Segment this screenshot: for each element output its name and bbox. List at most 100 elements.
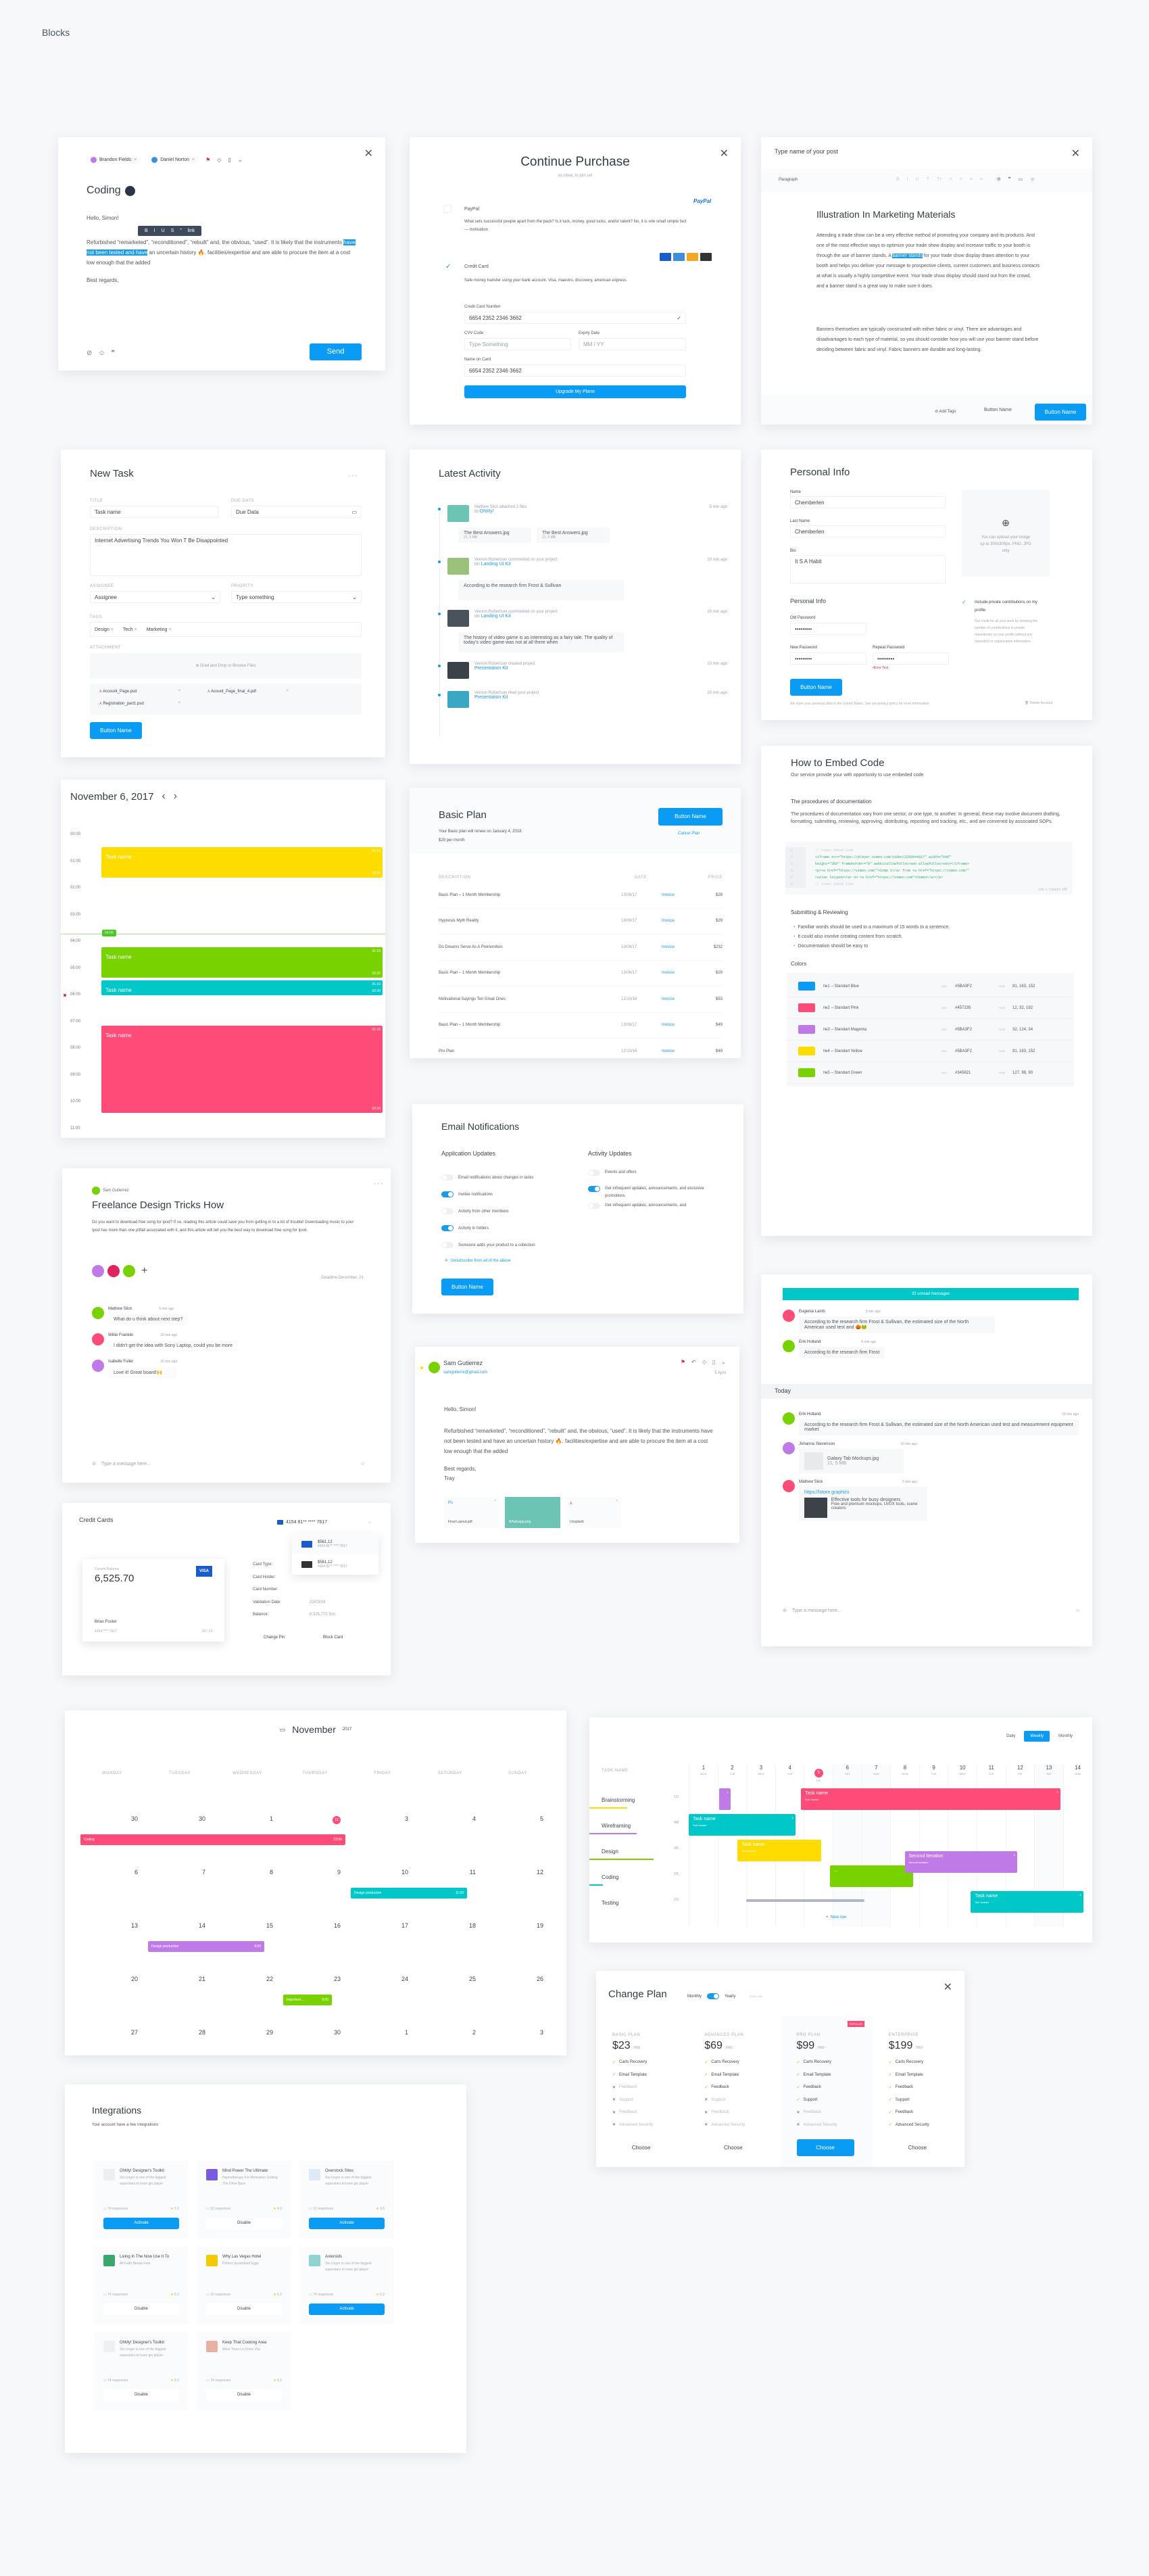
project-link[interactable]: Presentation Kit [474, 695, 508, 700]
toggle[interactable] [441, 1208, 454, 1214]
gantt-row-label[interactable]: Wireframing 4/8 [589, 1813, 684, 1838]
invoice-link[interactable]: Invoice [662, 997, 675, 1001]
chevron-down-icon[interactable]: ⌄ [721, 1359, 726, 1365]
attach-icon[interactable]: ⊘ [87, 350, 93, 357]
day-cell[interactable]: 1 [269, 1815, 273, 1822]
calendar-icon[interactable]: ▭ [279, 1725, 286, 1733]
notif-option[interactable]: Events and offers [588, 1169, 723, 1183]
close-icon[interactable]: ✕ [719, 148, 729, 160]
file-attachment[interactable]: The Best Answers.jpg 21, 5 MB [458, 527, 531, 543]
day-cell[interactable]: 24 [401, 1976, 408, 1982]
day-cell[interactable]: 2 [472, 2029, 476, 2036]
day-cell[interactable]: 4 [472, 1815, 476, 1822]
day-cell[interactable]: 8 [269, 1869, 273, 1876]
format-3-icon[interactable]: S [170, 229, 174, 233]
gantt-bar[interactable]: Second Iteration Second Iteration 3 [904, 1851, 1017, 1874]
recipient-chip[interactable]: Brandon Fields × [87, 156, 141, 164]
view-tab-weekly[interactable]: Weekly [1024, 1731, 1050, 1742]
choose-button[interactable]: Choose [908, 2145, 927, 2151]
day-cell[interactable]: 26 [536, 1976, 543, 1982]
format-1-icon[interactable]: I [153, 229, 155, 233]
block-card-button[interactable]: Block Card [323, 1636, 343, 1640]
day-cell[interactable]: 3 [539, 2029, 543, 2036]
flag-icon[interactable]: ⚑ [205, 157, 211, 163]
link-preview-url[interactable]: https://lstore.graphics [804, 1490, 850, 1495]
day-cell[interactable]: 21 [198, 1976, 205, 1982]
more-icon[interactable]: ··· [347, 470, 358, 481]
send-button[interactable]: Send [310, 343, 362, 360]
event-block[interactable]: Task name 01:10 02:20 [101, 846, 383, 878]
tag-icon[interactable]: ◇ [702, 1359, 706, 1365]
project-link[interactable]: OhMy! [479, 509, 494, 514]
day-cell[interactable]: 30 [198, 1815, 205, 1822]
day-cell[interactable]: 12 [536, 1869, 543, 1876]
toggle[interactable] [441, 1191, 454, 1197]
more-icon[interactable]: ··· [373, 1178, 384, 1189]
gantt-bar[interactable]: ...... [829, 1865, 914, 1887]
day-cell[interactable]: 30 [130, 1815, 138, 1822]
disable-button[interactable]: Disable [206, 2389, 282, 2401]
submit-button[interactable]: Button Name [790, 679, 842, 696]
day-cell[interactable]: 16 [333, 1922, 341, 1929]
trash-icon[interactable]: ▯ [712, 1359, 716, 1365]
chevron-down-icon[interactable]: ⌄ [237, 157, 243, 163]
day-cell[interactable]: 12 [281, 1798, 349, 1824]
horizontal-scrollbar[interactable] [746, 1899, 864, 1902]
project-link[interactable]: Landing UI Kit [481, 614, 511, 619]
toggle[interactable] [441, 1242, 454, 1248]
choose-button[interactable]: Choose [796, 2139, 854, 2156]
link-icon[interactable]: ⊘ [996, 177, 1001, 182]
invoice-link[interactable]: Invoice [662, 1049, 675, 1053]
reply-icon[interactable]: ↶ [691, 1359, 696, 1365]
message-input[interactable]: ⊘ Type a message here... ☺ [92, 1461, 365, 1467]
format-5-icon[interactable]: link [187, 229, 195, 233]
prev-icon[interactable]: ‹ [162, 790, 166, 802]
change-pin-button[interactable]: Change Pin [264, 1636, 285, 1640]
close-icon[interactable]: ✕ [1071, 148, 1080, 160]
card-select[interactable]: 4154 81** **** 7617 ⌄ [277, 1517, 372, 1527]
event-block[interactable]: Task name 01:10 02:20 [101, 980, 383, 995]
day-cell[interactable]: 1 [404, 2029, 408, 2036]
day-cell[interactable]: 20 [130, 1976, 138, 1982]
notif-option[interactable]: Get infrequent updates, announcements, a… [588, 1185, 723, 1200]
day-cell[interactable]: 23 [333, 1976, 341, 1982]
new-password-input[interactable]: ••••••••• [790, 652, 866, 665]
align-icon[interactable]: ≡ [949, 176, 952, 182]
day-cell[interactable]: 19 [536, 1922, 543, 1929]
choose-button[interactable]: Choose [723, 2145, 743, 2151]
task-name-input[interactable]: Task name [90, 506, 218, 518]
due-date-input[interactable]: Due Data ▭ [231, 506, 362, 518]
post-paragraph-1[interactable]: Attending a trade show can be a very eff… [816, 233, 1040, 289]
notif-option[interactable]: Invitee notifications [441, 1186, 577, 1203]
toggle[interactable] [441, 1174, 454, 1180]
notif-option[interactable]: Activity from other members [441, 1203, 577, 1220]
tag-chip[interactable]: Design × [95, 627, 114, 632]
day-cell[interactable]: 3 [404, 1815, 408, 1822]
toggle[interactable] [588, 1203, 600, 1209]
unread-banner[interactable]: 32 unread messages [783, 1288, 1079, 1300]
project-link[interactable]: Landing UI Kit [481, 562, 511, 567]
submit-button[interactable]: Button Name [441, 1279, 493, 1295]
project-link[interactable]: Presentation Kit [474, 666, 508, 671]
sender-email[interactable]: samgutierre@gmail.com [443, 1370, 488, 1375]
card-option[interactable]: $561,12 4154 81** **** 7617 [292, 1554, 378, 1575]
format-2-icon[interactable]: U [161, 229, 165, 233]
gantt-bar[interactable]: 1 [718, 1788, 731, 1810]
format-0-icon[interactable]: B [145, 229, 148, 233]
tag-chip[interactable]: Tech × [122, 627, 137, 632]
text-size-icon[interactable]: Tт [936, 176, 942, 182]
trash-icon[interactable]: ▯ [228, 157, 231, 163]
email-attachment[interactable]: Ps × Final Layout.pdf [444, 1497, 499, 1528]
close-icon[interactable]: ✕ [364, 148, 373, 160]
day-cell[interactable]: 9 [337, 1869, 341, 1876]
invoice-link[interactable]: Invoice [662, 919, 675, 924]
recipient-chip[interactable]: Daniel Norton × [147, 156, 199, 164]
compose-body[interactable]: Refurbished “remarketed”, “reconditioned… [87, 239, 356, 266]
view-tab-monthly[interactable]: Monthly [1058, 1734, 1073, 1738]
tags-input[interactable]: Design × Tech × Marketing × [90, 622, 362, 637]
disable-button[interactable]: Disable [206, 2304, 282, 2315]
day-cell[interactable]: 28 [198, 2029, 205, 2036]
gantt-row-label[interactable]: Brainstorming 1/3 [589, 1787, 684, 1813]
email-attachment[interactable]: Whatsapp.png [505, 1497, 560, 1528]
file-chip[interactable]: ⅄ Account_Page.psd × [99, 689, 180, 694]
